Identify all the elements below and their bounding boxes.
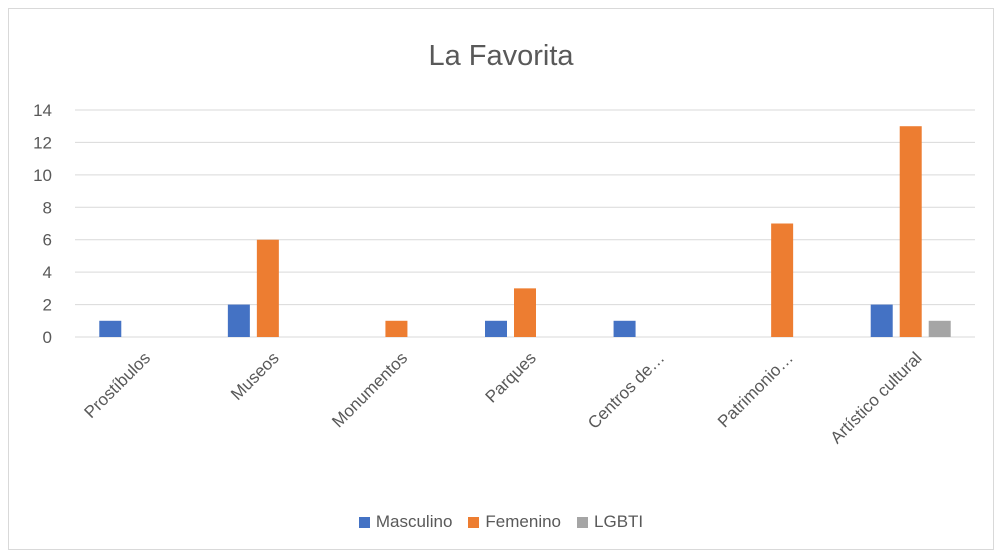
legend-item-lgbti: LGBTI xyxy=(577,512,643,532)
chart-title: La Favorita xyxy=(428,40,574,72)
x-tick-label: Museos xyxy=(227,348,283,404)
bar xyxy=(385,320,408,337)
y-tick-label: 2 xyxy=(43,296,52,315)
bar xyxy=(514,288,536,337)
x-tick-label: Prostíbulos xyxy=(81,348,155,422)
legend-swatch-masculino xyxy=(358,516,370,528)
y-tick-label: 10 xyxy=(33,166,52,185)
legend-swatch-lgbti xyxy=(577,516,589,528)
bar xyxy=(899,126,922,337)
legend-label-masculino: Masculino xyxy=(375,512,453,531)
bar xyxy=(485,320,507,337)
x-tick-label: Monumentos xyxy=(328,348,411,431)
bar xyxy=(771,223,794,337)
bar xyxy=(99,320,122,337)
y-tick-label: 4 xyxy=(43,263,52,282)
x-tick-label: Patrimonio… xyxy=(714,348,797,431)
x-tick-label: Centros de… xyxy=(584,348,668,432)
legend: Masculino Femenino LGBTI xyxy=(0,512,1002,532)
legend-label-lgbti: LGBTI xyxy=(594,512,644,531)
x-tick-label: Artístico cultural xyxy=(827,348,926,447)
bar xyxy=(613,320,636,337)
legend-item-masculino: Masculino xyxy=(358,512,453,532)
y-tick-label: 0 xyxy=(43,328,52,347)
y-tick-label: 8 xyxy=(43,198,52,217)
bar xyxy=(256,239,279,337)
x-tick-label: Parques xyxy=(482,348,540,406)
legend-label-femenino: Femenino xyxy=(485,512,562,531)
bar xyxy=(928,320,951,337)
legend-swatch-femenino xyxy=(468,516,480,528)
bar xyxy=(870,304,893,337)
y-tick-label: 12 xyxy=(33,133,52,152)
y-tick-label: 6 xyxy=(43,231,52,250)
chart-frame xyxy=(8,8,994,550)
bar xyxy=(227,304,250,337)
legend-item-femenino: Femenino xyxy=(468,512,561,532)
y-tick-label: 14 xyxy=(33,101,52,120)
